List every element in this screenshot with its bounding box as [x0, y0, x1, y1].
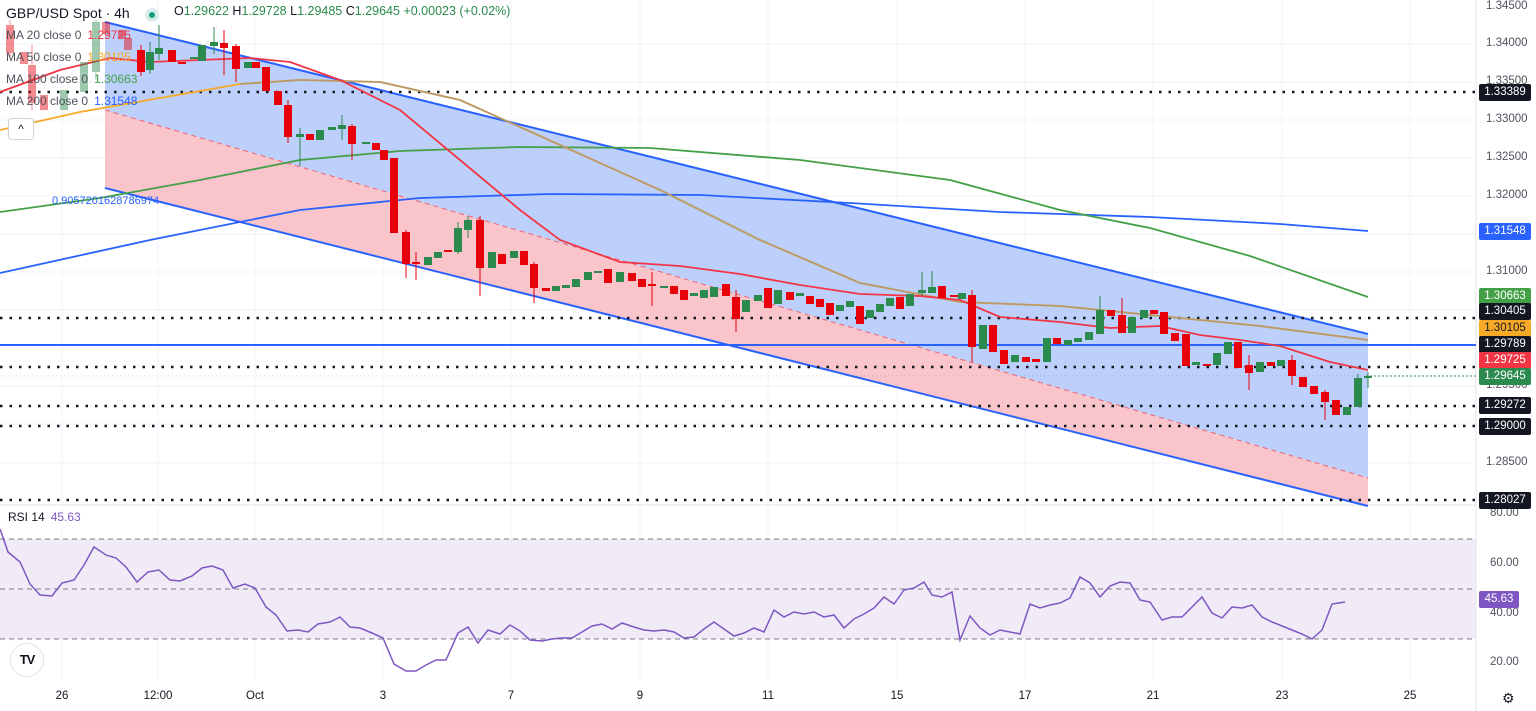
- legend-ma20[interactable]: MA 20 close 0 1.29725: [6, 28, 131, 42]
- rsi-line: [0, 528, 1346, 672]
- legend-ma100[interactable]: MA 100 close 0 1.30663: [6, 72, 138, 86]
- ma200-line: [0, 193, 1369, 274]
- tag-1.33389: 1.33389: [1479, 84, 1531, 101]
- market-status-icon: [145, 8, 159, 22]
- tag-1.30405: 1.30405: [1479, 303, 1531, 320]
- ma100-line: [0, 146, 1369, 298]
- settings-icon[interactable]: ⚙: [1502, 690, 1515, 706]
- tag-1.28027: 1.28027: [1479, 492, 1531, 509]
- ma20-line: [0, 57, 1369, 371]
- legend-ma200[interactable]: MA 200 close 0 1.31548: [6, 94, 138, 108]
- tag-ma50: 1.30105: [1479, 320, 1531, 337]
- tag-last-price: 1.29645: [1479, 368, 1531, 385]
- collapse-legend-button[interactable]: ^: [8, 118, 34, 140]
- tag-1.29272: 1.29272: [1479, 397, 1531, 414]
- symbol-title[interactable]: GBP/USD Spot · 4h: [6, 5, 130, 21]
- regression-channel[interactable]: [104, 21, 1369, 507]
- ohlc-values: O1.29622 H1.29728 L1.29485 C1.29645 +0.0…: [174, 4, 511, 18]
- tag-ma200: 1.31548: [1479, 223, 1531, 240]
- chevron-up-icon: ^: [18, 122, 24, 136]
- tag-rsi: 45.63: [1479, 591, 1519, 608]
- tag-ma20: 1.29725: [1479, 352, 1531, 369]
- rsi-legend[interactable]: RSI 14 45.63: [8, 510, 81, 524]
- rsi-pane: [0, 528, 1476, 672]
- tag-ma100: 1.30663: [1479, 288, 1531, 305]
- tag-1.29000: 1.29000: [1479, 418, 1531, 435]
- channel-label: 0.9057201628786974: [52, 195, 160, 207]
- candles: [6, 20, 1372, 420]
- chart-legend: GBP/USD Spot · 4h MA 20 close 0 1.29725 M…: [6, 2, 137, 112]
- tag-1.29789: 1.29789: [1479, 336, 1531, 353]
- legend-ma50[interactable]: MA 50 close 0 1.30105: [6, 50, 131, 64]
- tradingview-logo[interactable]: TV: [10, 643, 44, 677]
